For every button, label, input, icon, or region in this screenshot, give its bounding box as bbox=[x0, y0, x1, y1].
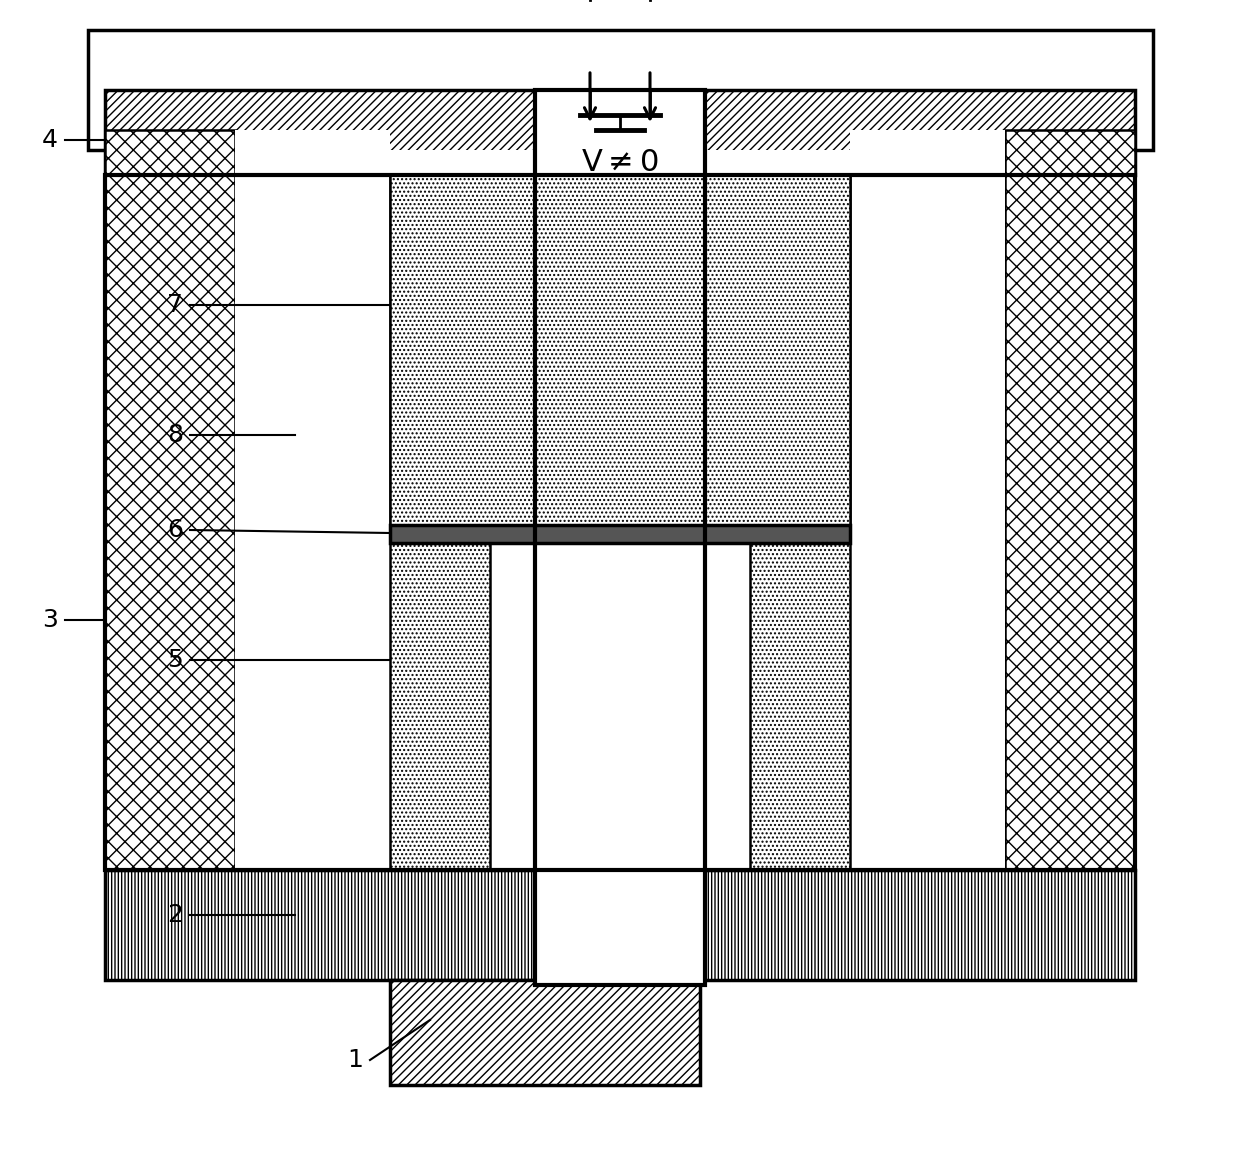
Bar bbox=[88, 30, 1153, 150]
Bar bbox=[236, 130, 391, 871]
Bar bbox=[534, 90, 706, 985]
Bar bbox=[391, 150, 849, 285]
Bar bbox=[750, 535, 849, 871]
Text: 2: 2 bbox=[167, 903, 184, 927]
Text: 8: 8 bbox=[167, 423, 184, 447]
Text: 5: 5 bbox=[167, 648, 182, 672]
Bar bbox=[391, 175, 849, 535]
Bar bbox=[534, 90, 706, 985]
Ellipse shape bbox=[396, 155, 844, 415]
Bar bbox=[105, 90, 1135, 175]
Bar bbox=[391, 980, 701, 1085]
Text: 6: 6 bbox=[167, 518, 184, 542]
Bar bbox=[391, 525, 849, 543]
Bar bbox=[391, 175, 849, 535]
Bar bbox=[105, 130, 236, 871]
Text: 1: 1 bbox=[347, 1048, 363, 1072]
Text: 7: 7 bbox=[167, 293, 184, 317]
Bar bbox=[105, 175, 1135, 871]
Bar bbox=[1004, 130, 1135, 871]
Bar bbox=[391, 175, 849, 535]
Text: 4: 4 bbox=[42, 128, 58, 152]
Bar bbox=[849, 130, 1004, 871]
Bar bbox=[391, 535, 490, 871]
Bar bbox=[105, 871, 1135, 980]
Text: 3: 3 bbox=[42, 608, 58, 632]
Text: V$\neq$0: V$\neq$0 bbox=[582, 148, 658, 178]
